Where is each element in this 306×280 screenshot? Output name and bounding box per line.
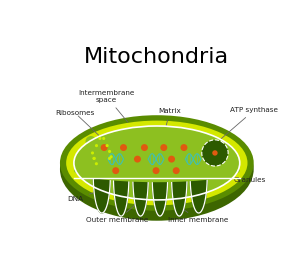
Bar	[203, 141, 214, 177]
Circle shape	[202, 140, 228, 166]
Ellipse shape	[60, 115, 254, 211]
Ellipse shape	[60, 118, 254, 221]
Ellipse shape	[165, 136, 175, 147]
Circle shape	[102, 137, 105, 140]
Circle shape	[112, 167, 119, 174]
Polygon shape	[152, 176, 168, 216]
Circle shape	[101, 144, 108, 151]
Circle shape	[93, 157, 96, 160]
Ellipse shape	[74, 159, 240, 182]
Text: DNA: DNA	[68, 185, 115, 202]
Text: Inner membrane: Inner membrane	[168, 205, 229, 223]
Circle shape	[173, 167, 180, 174]
Bar	[126, 141, 137, 177]
Text: Ribosomes: Ribosomes	[55, 110, 99, 135]
Polygon shape	[133, 176, 148, 216]
Text: Matrix: Matrix	[159, 108, 181, 139]
Circle shape	[153, 167, 159, 174]
Bar	[145, 141, 156, 177]
Text: Mitochondria: Mitochondria	[84, 47, 230, 67]
Circle shape	[92, 157, 95, 160]
Bar	[85, 141, 96, 177]
Text: Intermembrane
space: Intermembrane space	[78, 90, 135, 122]
Text: Granules: Granules	[222, 171, 266, 183]
Circle shape	[108, 157, 111, 160]
Ellipse shape	[66, 121, 248, 205]
Ellipse shape	[126, 136, 137, 147]
Ellipse shape	[85, 136, 96, 147]
Circle shape	[134, 156, 141, 163]
Circle shape	[95, 162, 98, 165]
Circle shape	[160, 144, 167, 151]
Text: Outer membrane: Outer membrane	[86, 205, 149, 223]
Circle shape	[120, 144, 127, 151]
Circle shape	[181, 144, 188, 151]
Polygon shape	[190, 176, 207, 213]
Ellipse shape	[106, 136, 117, 147]
Ellipse shape	[203, 136, 214, 147]
Circle shape	[108, 150, 111, 153]
Circle shape	[98, 137, 102, 140]
Circle shape	[141, 144, 148, 151]
Ellipse shape	[74, 126, 240, 200]
Circle shape	[110, 155, 113, 158]
Polygon shape	[114, 176, 129, 216]
Circle shape	[212, 150, 218, 156]
Circle shape	[95, 144, 98, 147]
Circle shape	[168, 156, 175, 163]
Polygon shape	[172, 176, 187, 216]
Ellipse shape	[145, 136, 156, 147]
Circle shape	[106, 144, 109, 147]
Ellipse shape	[184, 136, 195, 147]
Text: ATP synthase: ATP synthase	[220, 107, 278, 140]
Bar	[165, 141, 175, 177]
Bar	[184, 141, 195, 177]
Circle shape	[91, 151, 94, 155]
Bar	[106, 141, 117, 177]
Polygon shape	[93, 176, 110, 213]
